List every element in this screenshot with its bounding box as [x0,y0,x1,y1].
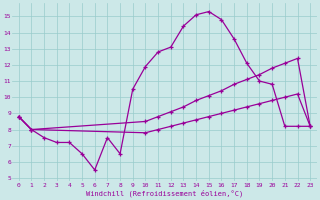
X-axis label: Windchill (Refroidissement éolien,°C): Windchill (Refroidissement éolien,°C) [86,189,243,197]
